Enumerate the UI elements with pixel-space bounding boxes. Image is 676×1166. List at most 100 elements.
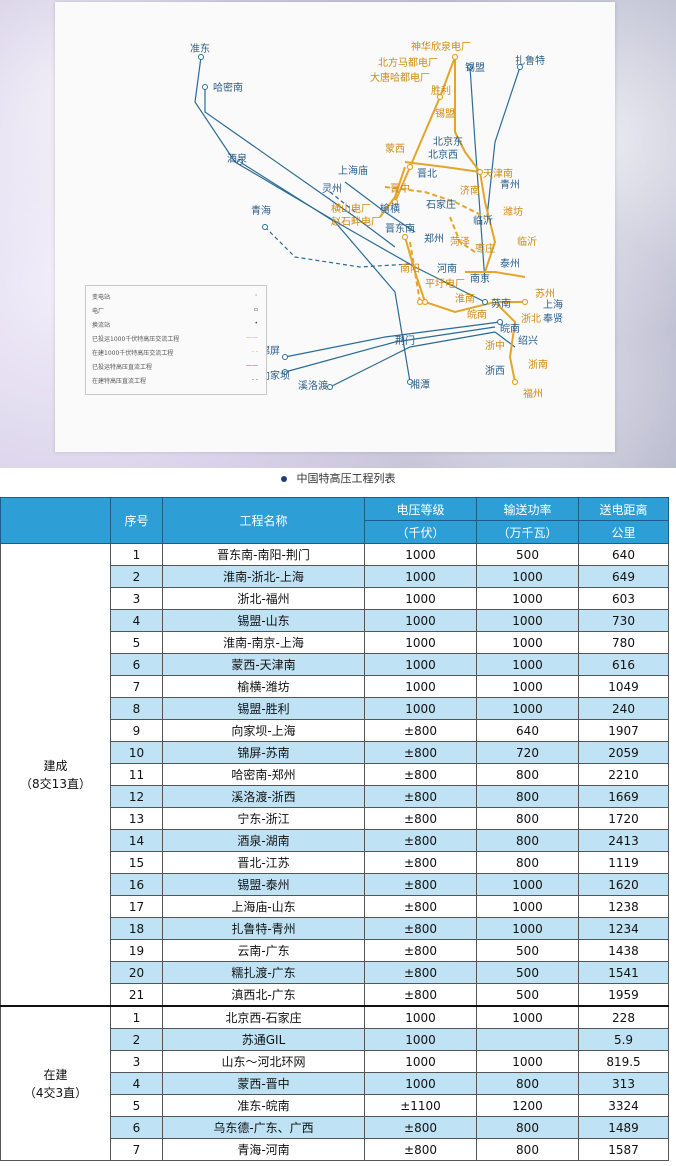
table-row: 4 锡盟-山东 1000 1000 730	[1, 609, 669, 632]
cell-seq: 17	[110, 895, 163, 918]
map-label-jinzhong: 晋中	[390, 182, 410, 195]
cell-name: 晋东南-南阳-荆门	[162, 543, 365, 566]
header-power: 输送功率	[476, 497, 579, 521]
map-label-ximeng2: 锡盟	[435, 107, 455, 120]
map-label-nanyang: 南阳	[400, 262, 420, 275]
cell-name: 北京西-石家庄	[162, 1005, 365, 1029]
table-row: 3 浙北-福州 1000 1000 603	[1, 587, 669, 610]
cell-name: 糯扎渡-广东	[162, 961, 365, 984]
cell-name: 青海-河南	[162, 1138, 365, 1161]
cell-name: 榆横-潍坊	[162, 675, 365, 698]
cell-voltage: ±800	[364, 983, 477, 1007]
map-label-jiuquan: 酒泉	[227, 152, 247, 165]
cell-voltage: 1000	[364, 653, 477, 676]
cell-name: 宁东-浙江	[162, 807, 365, 830]
cell-distance: 2059	[578, 741, 669, 764]
cell-name: 酒泉-湖南	[162, 829, 365, 852]
cell-name: 浙北-福州	[162, 587, 365, 610]
cell-name: 锡盟-泰州	[162, 873, 365, 896]
map-label-xiluodu: 溪洛渡	[298, 379, 328, 392]
cell-voltage: 1000	[364, 565, 477, 588]
cell-power: 1200	[476, 1094, 579, 1117]
cell-seq: 20	[110, 961, 163, 984]
cell-seq: 15	[110, 851, 163, 874]
cell-seq: 13	[110, 807, 163, 830]
cell-name: 锡盟-山东	[162, 609, 365, 632]
cell-power: 1000	[476, 587, 579, 610]
map-label-fengxian: 奉贤	[543, 312, 563, 325]
cell-distance: 603	[578, 587, 669, 610]
cell-seq: 18	[110, 917, 163, 940]
cell-power: 640	[476, 719, 579, 742]
map-label-zhaluote: 扎鲁特	[515, 54, 545, 67]
map-label-lingzhou: 灵州	[322, 183, 342, 195]
cell-voltage: 1000	[364, 631, 477, 654]
cell-distance: 3324	[578, 1094, 669, 1117]
cell-seq: 12	[110, 785, 163, 808]
map-label-linyi-ac: 临沂	[517, 235, 537, 248]
map-label-shanghai: 上海	[543, 298, 563, 311]
cell-distance: 1907	[578, 719, 669, 742]
cell-voltage: 1000	[364, 587, 477, 610]
map-label-sunan: 苏南	[491, 297, 511, 310]
map-label-shengli: 胜利	[431, 85, 451, 97]
table-row: 16 锡盟-泰州 ±800 1000 1620	[1, 873, 669, 896]
map-label-mengxi: 蒙西	[385, 142, 405, 155]
legend-item: 已投运1000千伏特高压交流工程 ——	[92, 334, 258, 343]
cell-distance: 313	[578, 1072, 669, 1095]
map-label-beijingxi: 北京西	[428, 148, 458, 161]
cell-name: 滇西北-广东	[162, 983, 365, 1007]
cell-voltage: 1000	[364, 1050, 477, 1073]
cell-seq: 10	[110, 741, 163, 764]
map-label-zhundong: 准东	[190, 42, 210, 55]
map-label-shaoxing: 绍兴	[518, 334, 538, 347]
cell-voltage: ±800	[364, 895, 477, 918]
cell-distance: 1238	[578, 895, 669, 918]
cell-seq: 1	[110, 1005, 163, 1029]
cell-name: 溪洛渡-浙西	[162, 785, 365, 808]
cell-distance: 2413	[578, 829, 669, 852]
cell-distance: 819.5	[578, 1050, 669, 1073]
cell-seq: 5	[110, 631, 163, 654]
cell-name: 云南-广东	[162, 939, 365, 962]
map-label-henan: 河南	[437, 262, 457, 275]
cell-seq: 14	[110, 829, 163, 852]
cell-power: 800	[476, 829, 579, 852]
cell-power: 800	[476, 851, 579, 874]
header-voltage-unit: （千伏）	[364, 520, 477, 544]
table-body: 建成 （8交13直） 1 晋东南-南阳-荆门 1000 500 640 2 淮南-浙北-上海 10…	[0, 543, 669, 1161]
cell-name: 向家坝-上海	[162, 719, 365, 742]
header-distance-unit: 公里	[578, 520, 669, 544]
cell-distance: 1620	[578, 873, 669, 896]
cell-seq: 11	[110, 763, 163, 786]
table-row: 在建 （4交3直） 1 北京西-石家庄 1000 1000 228	[0, 1005, 669, 1161]
table-row: 9 向家坝-上海 ±800 640 1907	[1, 719, 669, 742]
table-row: 10 锦屏-苏南 ±800 720 2059	[1, 741, 669, 764]
cell-name: 扎鲁特-青州	[162, 917, 365, 940]
cell-voltage: ±1100	[364, 1094, 477, 1117]
table-row: 2 苏通GIL 1000 5.9	[1, 1028, 669, 1051]
group-label: 在建 （4交3直）	[0, 1005, 111, 1161]
map-label-zhaoshi: 赵石畔电厂	[331, 215, 381, 228]
map-label-zhexi: 浙西	[485, 365, 505, 377]
uhv-map: 准东 哈密南 酒泉 青海 神华欣泉电厂 北方马都电厂 大唐哈都电厂 锡盟 扎鲁特…	[55, 2, 615, 452]
cell-power: 800	[476, 785, 579, 808]
map-label-jingmen: 荆门	[395, 334, 415, 347]
map-label-hamanan: 哈密南	[213, 81, 243, 94]
cell-seq: 4	[110, 609, 163, 632]
cell-power: 1000	[476, 631, 579, 654]
cell-distance: 649	[578, 565, 669, 588]
cell-voltage: 1000	[364, 697, 477, 720]
cell-voltage: ±800	[364, 961, 477, 984]
cell-seq: 21	[110, 983, 163, 1007]
map-label-jidongnan: 晋东南	[385, 222, 415, 235]
table-caption: 中国特高压工程列表	[0, 470, 676, 486]
group-label: 建成 （8交13直）	[0, 543, 111, 1007]
group-subtitle: （8交13直）	[20, 776, 91, 791]
cell-seq: 3	[110, 1050, 163, 1073]
legend-item: 变电站 ◦	[92, 292, 258, 301]
cell-distance: 1049	[578, 675, 669, 698]
header-seq: 序号	[110, 497, 163, 544]
cell-power: 1000	[476, 917, 579, 940]
cell-voltage: 1000	[364, 609, 477, 632]
